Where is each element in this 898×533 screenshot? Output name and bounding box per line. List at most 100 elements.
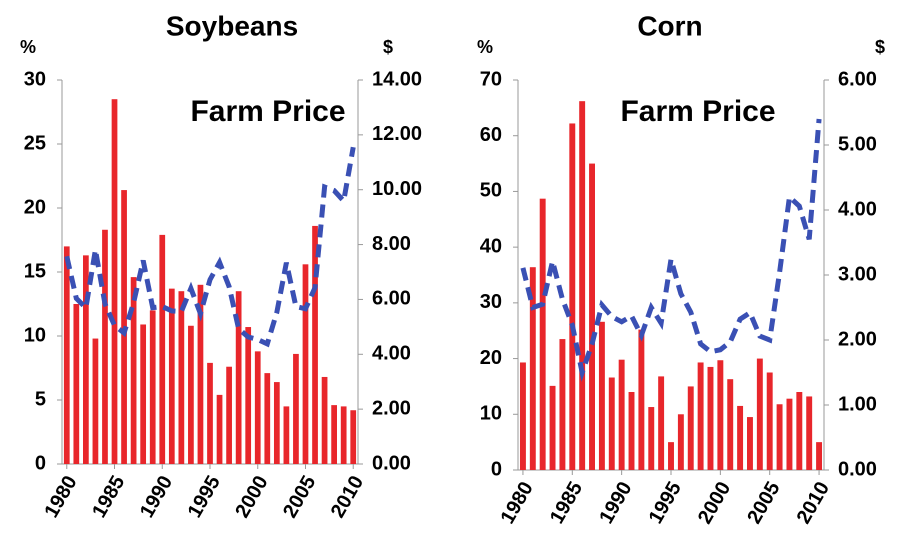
- bar: [707, 366, 714, 470]
- x-tick-label: 1995: [184, 472, 225, 522]
- price-line: [520, 118, 822, 382]
- y2-tick-label: 6.00: [838, 68, 877, 90]
- bar: [539, 198, 546, 470]
- y-tick-label: 20: [480, 347, 502, 369]
- bar: [197, 284, 204, 464]
- y2-tick-label: 14.00: [372, 68, 422, 90]
- bar: [216, 394, 223, 464]
- y2-tick-label: 3.00: [838, 263, 877, 285]
- y2-axis-unit: $: [383, 37, 393, 57]
- bar: [816, 442, 823, 470]
- x-tick-label: 2010: [793, 478, 834, 528]
- annotation: Farm Price: [190, 95, 345, 128]
- x-tick-label: 2005: [279, 472, 320, 522]
- bar: [140, 324, 147, 464]
- bar: [628, 392, 635, 470]
- bar: [589, 163, 595, 471]
- bar: [697, 362, 704, 470]
- y-tick-label: 70: [480, 68, 502, 90]
- bar: [648, 407, 655, 470]
- y-tick-label: 0: [35, 452, 46, 474]
- x-tick-label: 1980: [40, 472, 81, 522]
- y2-tick-label: 12.00: [372, 123, 422, 145]
- bar: [559, 339, 566, 470]
- bar: [519, 362, 526, 470]
- x-tick-label: 1985: [88, 472, 129, 522]
- bar: [598, 321, 605, 470]
- bar: [149, 310, 156, 464]
- bar: [806, 396, 813, 470]
- bar: [737, 405, 744, 470]
- bar: [130, 277, 137, 464]
- bar: [207, 362, 213, 464]
- y-tick-label: 30: [24, 68, 46, 90]
- y2-tick-label: 4.00: [838, 198, 877, 220]
- bar: [92, 338, 99, 464]
- chart-title: Soybeans: [166, 10, 298, 41]
- bar: [273, 382, 280, 464]
- bar: [321, 376, 328, 464]
- bar: [786, 398, 793, 470]
- x-tick-label: 1985: [546, 478, 587, 528]
- annotation: Farm Price: [620, 95, 775, 128]
- y-tick-label: 0: [491, 458, 502, 480]
- bar: [83, 255, 89, 464]
- y-tick-label: 10: [480, 403, 502, 425]
- bar: [312, 225, 318, 464]
- x-tick-label: 2010: [327, 472, 368, 522]
- bar: [717, 360, 724, 470]
- bar: [331, 405, 337, 464]
- bar: [608, 377, 615, 470]
- bar: [727, 379, 734, 470]
- y-tick-label: 25: [24, 132, 46, 154]
- bar: [178, 291, 185, 464]
- bar: [618, 359, 625, 470]
- bar: [235, 291, 242, 464]
- y2-tick-label: 2.00: [838, 328, 877, 350]
- bar: [264, 373, 271, 464]
- y-tick-label: 40: [480, 235, 502, 257]
- bar: [73, 304, 80, 464]
- bar: [747, 417, 753, 470]
- bar: [677, 414, 684, 470]
- bar: [226, 366, 232, 464]
- y2-tick-label: 0.00: [372, 452, 411, 474]
- bar: [302, 264, 309, 464]
- y-tick-label: 20: [24, 196, 46, 218]
- y2-tick-label: 8.00: [372, 233, 411, 255]
- bar: [549, 385, 556, 470]
- bar: [687, 386, 694, 470]
- y-axis-unit: %: [477, 37, 493, 57]
- x-tick-label: 1980: [497, 478, 538, 528]
- x-tick-label: 2000: [694, 478, 735, 528]
- bar: [102, 229, 108, 464]
- x-tick-label: 1990: [595, 478, 636, 528]
- y2-axis-unit: $: [875, 37, 885, 57]
- bar: [529, 267, 536, 470]
- bar: [350, 410, 357, 464]
- price-line: [64, 146, 356, 348]
- y-tick-label: 60: [480, 124, 502, 146]
- bar: [340, 406, 347, 464]
- y-axis-unit: %: [20, 37, 36, 57]
- y2-tick-label: 2.00: [372, 397, 411, 419]
- bar: [168, 288, 175, 464]
- bar: [159, 234, 166, 464]
- y2-tick-label: 4.00: [372, 343, 411, 365]
- bar: [111, 99, 118, 464]
- bar: [766, 372, 773, 470]
- bar: [293, 353, 299, 464]
- bar: [579, 101, 586, 471]
- y2-tick-label: 6.00: [372, 288, 411, 310]
- bar: [796, 392, 803, 470]
- y-tick-label: 5: [35, 388, 46, 410]
- bar: [776, 404, 783, 470]
- y2-tick-label: 5.00: [838, 133, 877, 155]
- bar: [283, 406, 290, 464]
- y2-tick-label: 10.00: [372, 178, 422, 200]
- bar: [756, 358, 763, 470]
- bar: [668, 442, 674, 470]
- y-tick-label: 30: [480, 291, 502, 313]
- x-tick-label: 1995: [645, 478, 686, 528]
